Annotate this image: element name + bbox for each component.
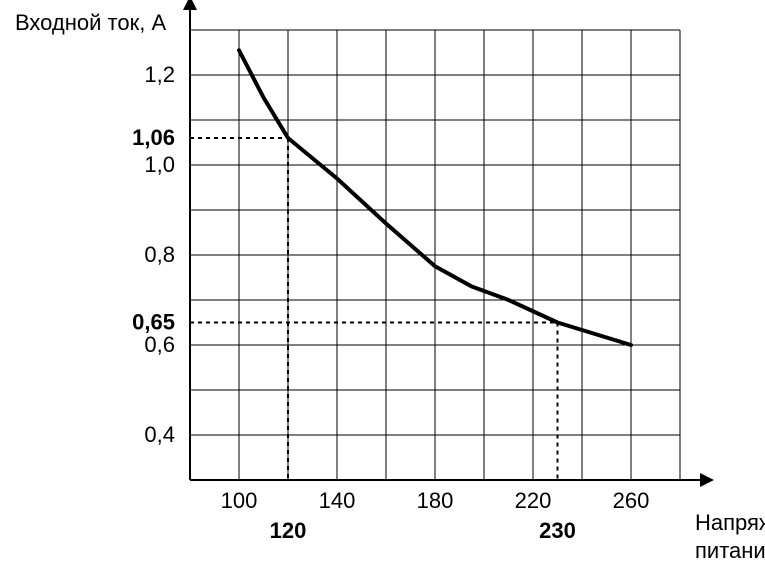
x-tick-label: 180	[417, 488, 454, 513]
y-axis-title: Входной ток, А	[15, 10, 166, 35]
x-tick-label: 220	[515, 488, 552, 513]
x-axis-title-line1: Напряжение	[695, 510, 765, 535]
x-axis-title-line2: питания, В	[695, 538, 765, 563]
x-tick-label: 100	[221, 488, 258, 513]
y-tick-label: 1,0	[144, 152, 175, 177]
annotation-x-label: 120	[270, 518, 307, 543]
x-tick-label: 260	[613, 488, 650, 513]
chart-svg: 100 140 180 220 260 0,4 0,6 0,8 1,0 1,2 Входной то…	[0, 0, 765, 584]
annotation-x-label: 230	[539, 518, 576, 543]
annotation-y-label: 0,65	[132, 310, 175, 335]
x-tick-label: 140	[319, 488, 356, 513]
y-tick-label: 0,8	[144, 242, 175, 267]
input-current-vs-voltage-chart: 100 140 180 220 260 0,4 0,6 0,8 1,0 1,2 Входной то…	[0, 0, 765, 584]
y-tick-label: 0,4	[144, 422, 175, 447]
annotation-y-label: 1,06	[132, 125, 175, 150]
y-tick-label: 1,2	[144, 62, 175, 87]
y-tick-label: 0,6	[144, 332, 175, 357]
